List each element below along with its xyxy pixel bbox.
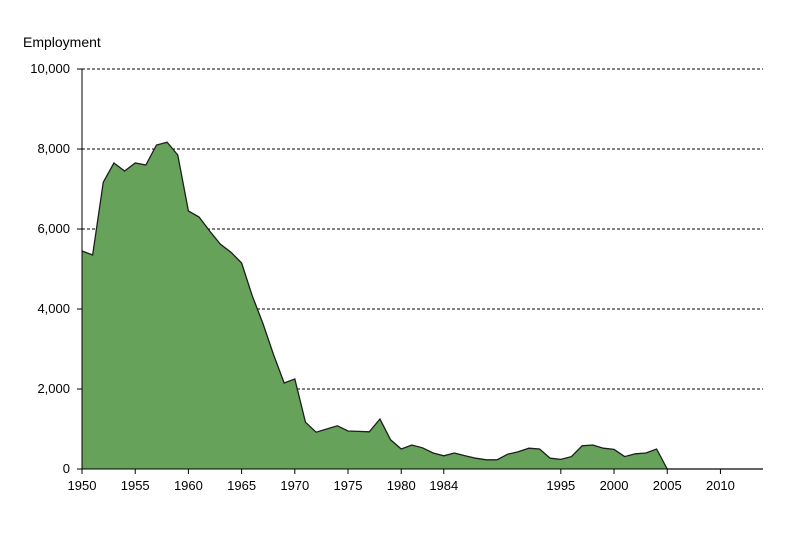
y-tick-label: 6,000 (37, 221, 70, 236)
y-tick-label: 4,000 (37, 301, 70, 316)
y-tick-label: 8,000 (37, 141, 70, 156)
y-tick-label: 0 (63, 461, 70, 476)
axes (77, 68, 763, 474)
x-tick-label: 1970 (280, 478, 309, 493)
gridlines (82, 68, 763, 390)
x-tick-label: 1995 (546, 478, 575, 493)
x-tick-label: 1975 (334, 478, 363, 493)
employment-line (81, 141, 763, 470)
x-tick-label: 1950 (68, 478, 97, 493)
x-tick-label: 1980 (387, 478, 416, 493)
plot-area (81, 141, 763, 470)
x-tick-label: 2010 (706, 478, 735, 493)
x-tick-label: 1965 (227, 478, 256, 493)
x-tick-label: 1955 (121, 478, 150, 493)
x-tick-label: 2000 (600, 478, 629, 493)
y-tick-label: 2,000 (37, 381, 70, 396)
x-tick-label: 2005 (653, 478, 682, 493)
x-tick-labels: 1950 1955 1960 1965 1970 1975 1980 1984 1995 2000… (68, 478, 735, 493)
x-tick-label: 1984 (429, 478, 458, 493)
y-axis-title: Employment (23, 34, 101, 50)
employment-area (82, 142, 763, 469)
y-tick-label: 10,000 (30, 61, 70, 76)
x-tick-label: 1960 (174, 478, 203, 493)
y-tick-labels: 0 2,000 4,000 6,000 8,000 10,000 (30, 61, 70, 476)
